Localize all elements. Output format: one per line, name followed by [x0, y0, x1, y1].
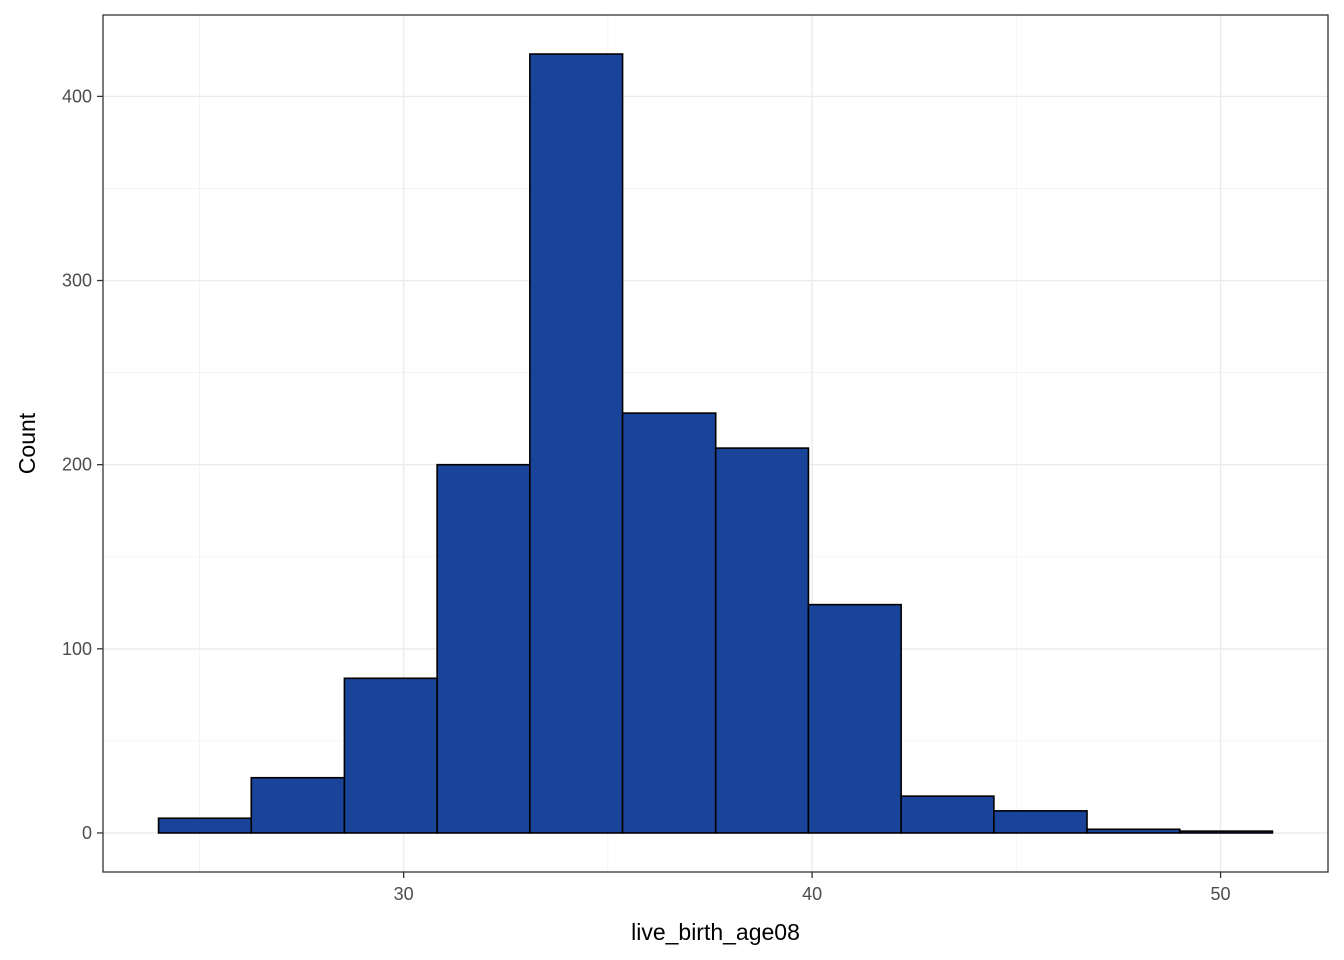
histogram-bar [157, 817, 253, 834]
y-axis-title: Count [14, 412, 40, 474]
x-tick-label: 30 [394, 884, 414, 904]
histogram-bar [807, 603, 902, 834]
histogram-bar [1086, 828, 1181, 834]
y-tick-label: 300 [62, 271, 92, 291]
histogram-bar [900, 795, 995, 834]
histogram-bar [1178, 830, 1274, 834]
histogram-bar [621, 412, 717, 834]
histogram-bar [529, 53, 624, 834]
histogram-bar [993, 810, 1088, 834]
x-axis-title: live_birth_age08 [631, 919, 800, 945]
histogram-bar [714, 447, 810, 834]
y-tick-label: 400 [62, 86, 92, 106]
y-tick-label: 0 [82, 823, 92, 843]
y-axis: 0 100 200 300 400 [62, 86, 103, 843]
histogram-bar [436, 463, 531, 834]
histogram-bar [250, 776, 346, 834]
histogram-bar [343, 677, 438, 834]
y-tick-label: 200 [62, 455, 92, 475]
x-axis: 30 40 50 [394, 872, 1231, 904]
histogram-bars [157, 53, 1274, 834]
y-tick-label: 100 [62, 639, 92, 659]
x-tick-label: 40 [802, 884, 822, 904]
x-tick-label: 50 [1211, 884, 1231, 904]
plot-panel-border [102, 14, 1329, 873]
